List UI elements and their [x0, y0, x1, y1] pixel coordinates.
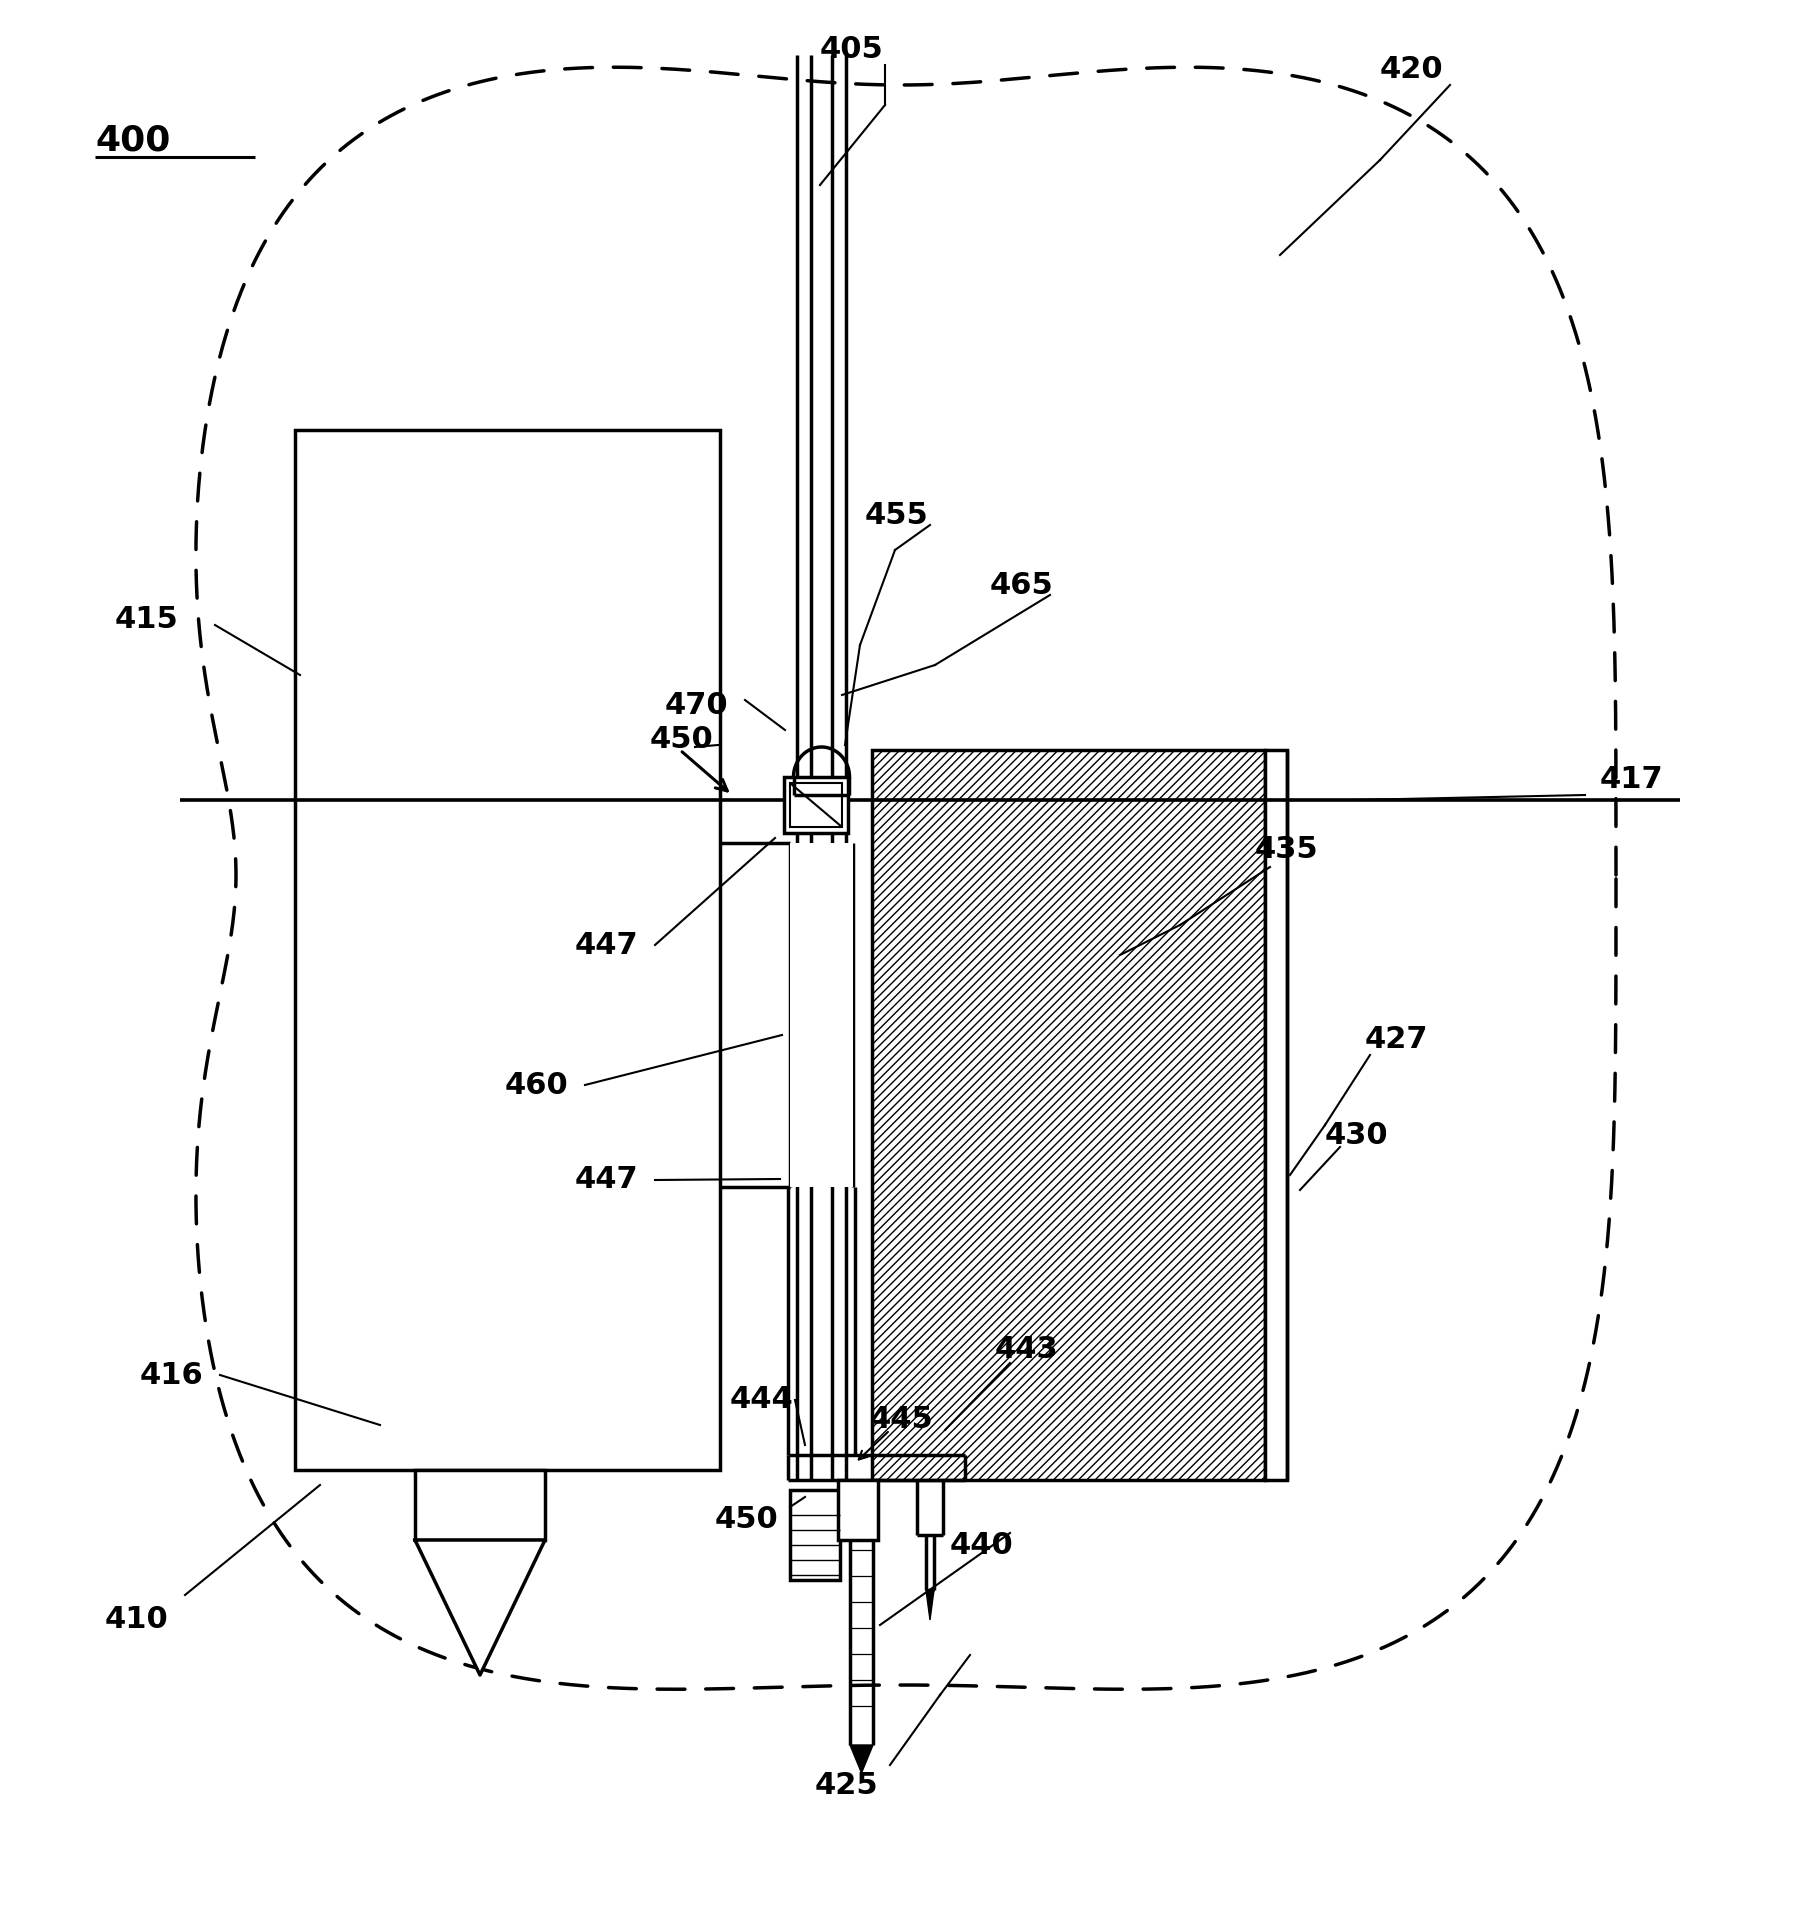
- Text: 450: 450: [715, 1505, 778, 1535]
- Bar: [784, 777, 849, 832]
- Text: 440: 440: [950, 1530, 1015, 1560]
- Text: 450: 450: [651, 726, 714, 754]
- Text: 417: 417: [1600, 766, 1663, 794]
- Polygon shape: [851, 1745, 872, 1774]
- Text: 430: 430: [1324, 1120, 1389, 1149]
- Text: 427: 427: [1364, 1025, 1429, 1055]
- Text: 455: 455: [865, 501, 928, 530]
- Text: 400: 400: [96, 124, 171, 156]
- Bar: [789, 844, 852, 1187]
- Bar: [1265, 751, 1287, 1480]
- Polygon shape: [926, 1591, 933, 1619]
- Text: 444: 444: [730, 1385, 793, 1415]
- Text: 435: 435: [1254, 836, 1319, 865]
- Text: 420: 420: [1380, 55, 1443, 84]
- Text: 447: 447: [575, 930, 638, 960]
- Text: 460: 460: [505, 1071, 569, 1099]
- Text: 415: 415: [115, 606, 178, 634]
- Bar: [796, 800, 845, 1480]
- Bar: [789, 783, 842, 827]
- Polygon shape: [414, 1539, 544, 1674]
- Text: 465: 465: [989, 570, 1054, 600]
- Text: 445: 445: [870, 1406, 933, 1434]
- Text: 410: 410: [105, 1606, 169, 1634]
- Bar: [838, 1480, 878, 1539]
- Text: 405: 405: [820, 36, 883, 65]
- Text: 447: 447: [575, 1166, 638, 1194]
- Bar: [789, 1490, 840, 1579]
- Text: 416: 416: [141, 1360, 204, 1389]
- Bar: [296, 431, 721, 1471]
- Text: 470: 470: [665, 690, 728, 720]
- Bar: [872, 751, 1265, 1480]
- Bar: [414, 1471, 544, 1539]
- Text: 443: 443: [995, 1335, 1058, 1364]
- Text: 425: 425: [815, 1770, 879, 1800]
